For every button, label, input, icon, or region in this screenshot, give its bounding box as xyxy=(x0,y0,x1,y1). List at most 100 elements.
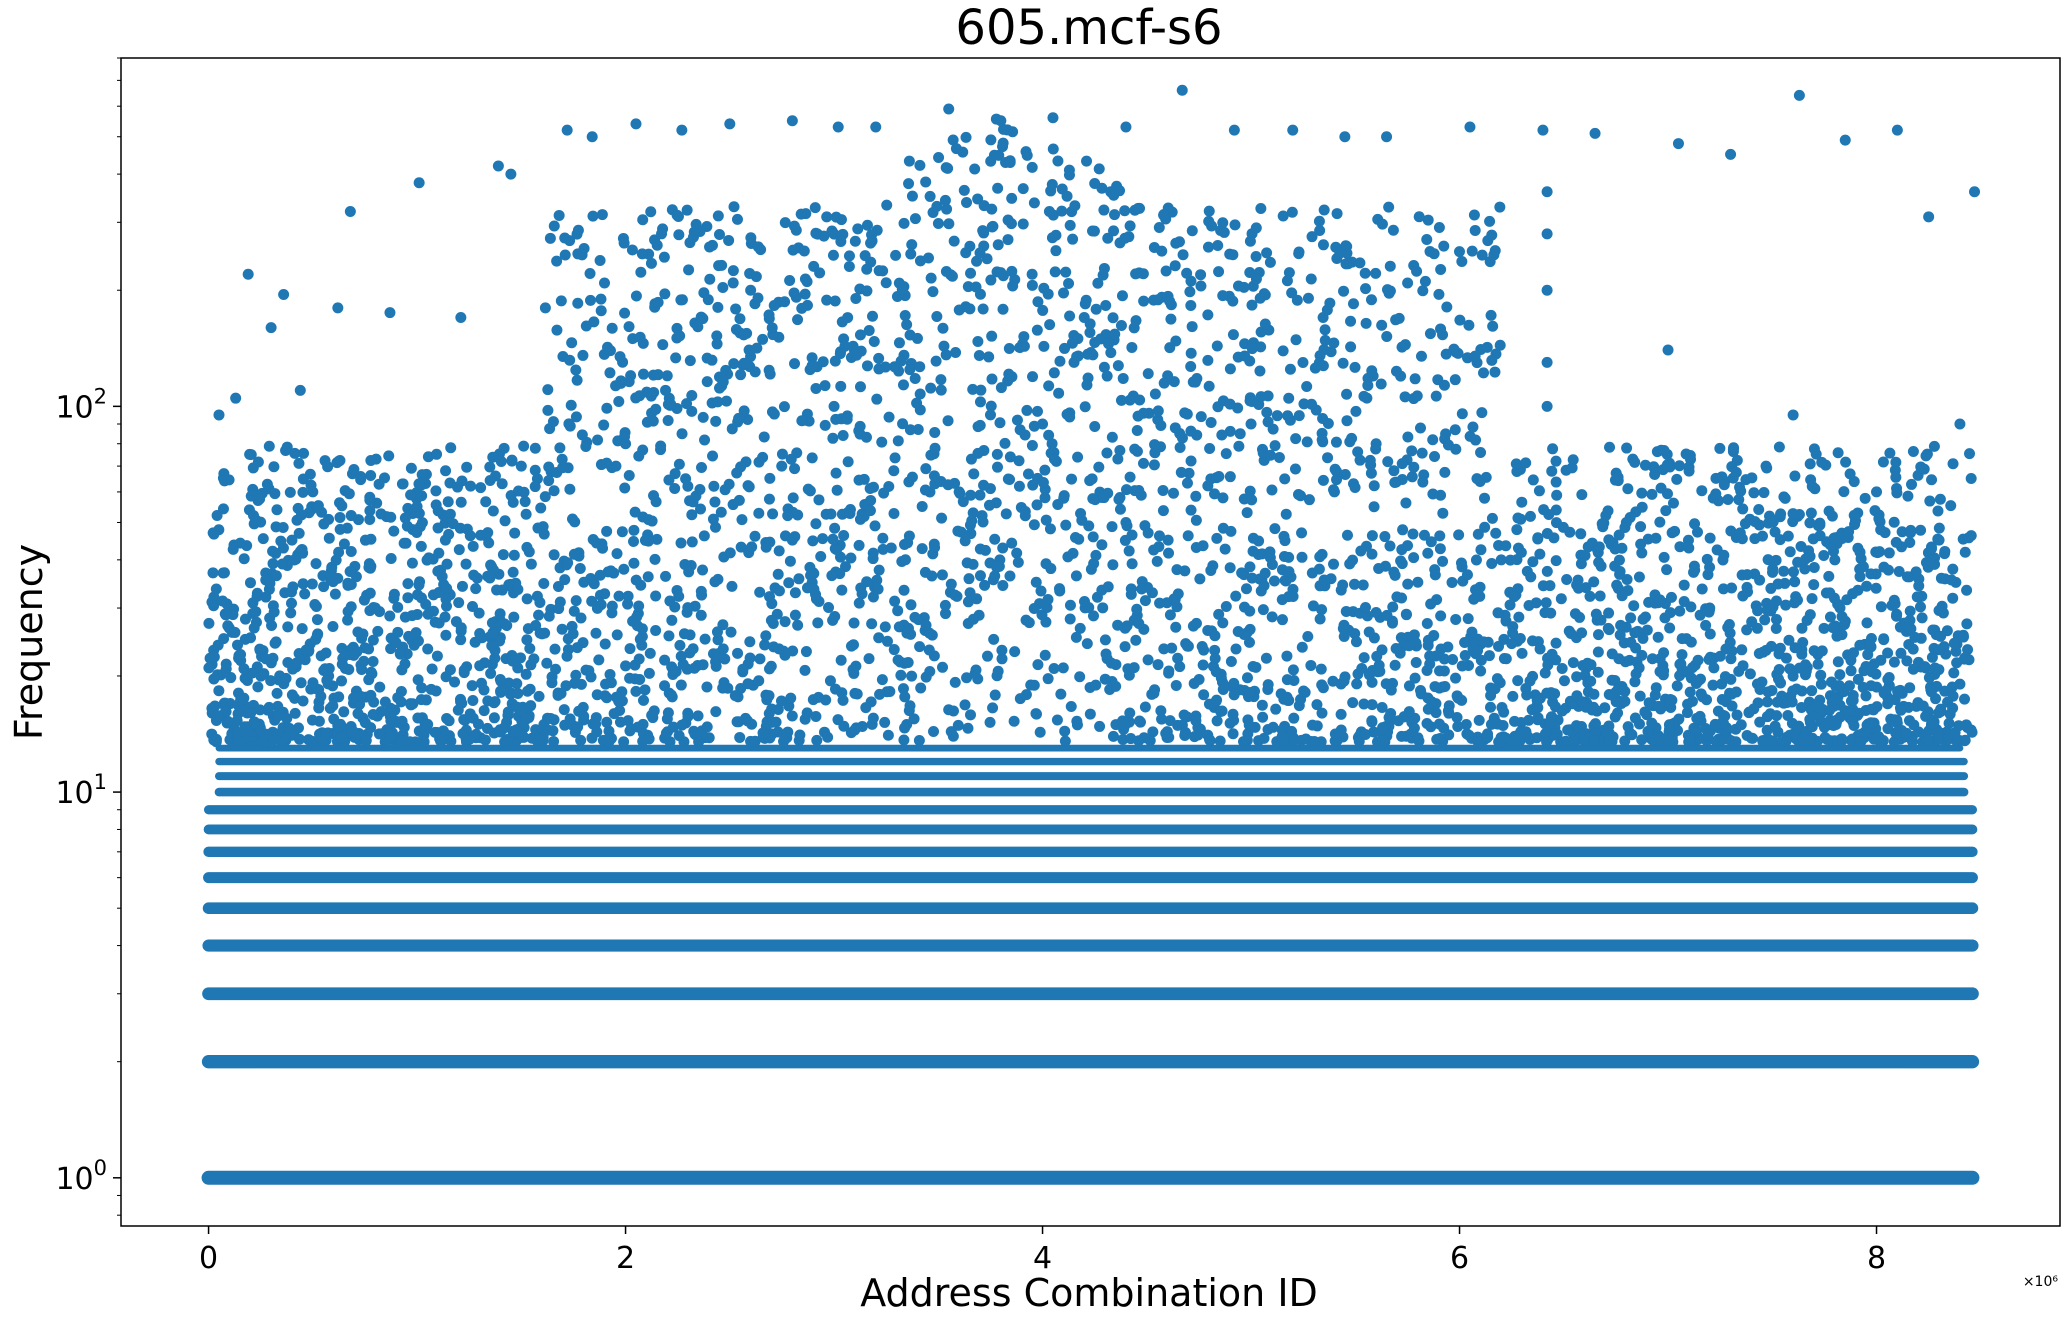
data-point xyxy=(1276,614,1288,626)
data-point xyxy=(651,533,663,545)
data-point xyxy=(470,583,482,595)
data-point xyxy=(1704,602,1716,614)
data-point xyxy=(734,731,746,743)
data-point xyxy=(1438,653,1450,665)
data-point xyxy=(897,418,909,430)
data-point xyxy=(864,505,876,517)
data-point xyxy=(1486,354,1498,366)
data-point xyxy=(1190,617,1202,629)
data-point xyxy=(787,492,799,504)
data-point xyxy=(764,536,776,548)
data-point xyxy=(1703,653,1715,665)
data-point xyxy=(1170,335,1182,347)
data-point xyxy=(1106,521,1118,533)
data-point xyxy=(1531,694,1543,706)
data-point xyxy=(1754,716,1766,728)
data-point xyxy=(1435,323,1447,335)
data-point xyxy=(1471,473,1483,485)
data-point xyxy=(619,482,631,494)
data-point xyxy=(533,609,545,621)
data-point xyxy=(603,733,615,745)
data-point xyxy=(461,461,473,473)
data-point xyxy=(266,619,278,631)
data-point xyxy=(878,487,890,499)
data-point xyxy=(926,570,938,582)
data-point xyxy=(332,572,344,584)
data-point xyxy=(1824,704,1836,716)
data-point xyxy=(366,668,378,680)
data-point xyxy=(1875,601,1887,613)
data-point xyxy=(1061,190,1073,202)
data-point xyxy=(1196,641,1208,653)
data-point xyxy=(1824,611,1836,623)
data-point xyxy=(1185,455,1197,467)
data-point xyxy=(1025,679,1037,691)
data-point xyxy=(905,599,917,611)
data-point xyxy=(1375,378,1387,390)
data-point xyxy=(1534,643,1546,655)
data-point xyxy=(1556,663,1568,675)
data-point xyxy=(572,297,584,309)
data-point xyxy=(442,496,454,508)
data-point xyxy=(735,369,747,381)
data-point xyxy=(1511,554,1523,566)
data-point xyxy=(1769,720,1781,732)
data-point xyxy=(590,712,602,724)
data-point xyxy=(842,456,854,468)
data-point xyxy=(899,691,911,703)
data-point xyxy=(989,689,1001,701)
data-point xyxy=(1287,664,1299,676)
data-point xyxy=(511,701,523,713)
data-point xyxy=(827,249,839,261)
data-point xyxy=(973,350,985,362)
data-point xyxy=(1213,470,1225,482)
data-point xyxy=(336,675,348,687)
data-point xyxy=(342,577,354,589)
data-point xyxy=(641,416,653,428)
data-point xyxy=(873,632,885,644)
data-point xyxy=(634,331,646,343)
data-point xyxy=(1209,652,1221,664)
data-point xyxy=(1032,659,1044,671)
data-point xyxy=(1818,622,1830,634)
data-point xyxy=(1476,249,1488,261)
data-point xyxy=(1373,562,1385,574)
data-point xyxy=(444,477,456,489)
data-point xyxy=(396,715,408,727)
data-point xyxy=(363,643,375,655)
data-point xyxy=(1683,736,1695,748)
data-point xyxy=(1907,445,1919,457)
data-point xyxy=(1891,487,1903,499)
data-point xyxy=(1124,220,1136,232)
data-point xyxy=(1169,422,1181,434)
data-point xyxy=(1230,590,1242,602)
data-point xyxy=(1779,492,1791,504)
data-point xyxy=(1131,424,1143,436)
data-point xyxy=(1088,225,1100,237)
data-point xyxy=(1469,224,1481,236)
data-point xyxy=(1926,474,1938,486)
data-point xyxy=(474,628,486,640)
data-point xyxy=(903,178,915,190)
data-point xyxy=(357,628,369,640)
data-point xyxy=(989,533,1001,545)
data-point xyxy=(1710,472,1722,484)
data-point xyxy=(584,267,596,279)
data-point xyxy=(499,515,511,527)
data-point xyxy=(1592,666,1604,678)
data-point xyxy=(1865,568,1877,580)
data-point xyxy=(914,388,926,400)
data-point xyxy=(1074,622,1086,634)
data-point xyxy=(742,480,754,492)
data-point xyxy=(484,461,496,473)
data-point xyxy=(512,687,524,699)
data-point xyxy=(1384,260,1396,272)
data-point xyxy=(692,710,704,722)
data-point xyxy=(1550,637,1562,649)
data-point xyxy=(984,483,996,495)
data-point xyxy=(1298,685,1310,697)
data-point xyxy=(1282,694,1294,706)
data-point xyxy=(1927,624,1939,636)
data-point xyxy=(1567,657,1579,669)
data-point xyxy=(1348,298,1360,310)
